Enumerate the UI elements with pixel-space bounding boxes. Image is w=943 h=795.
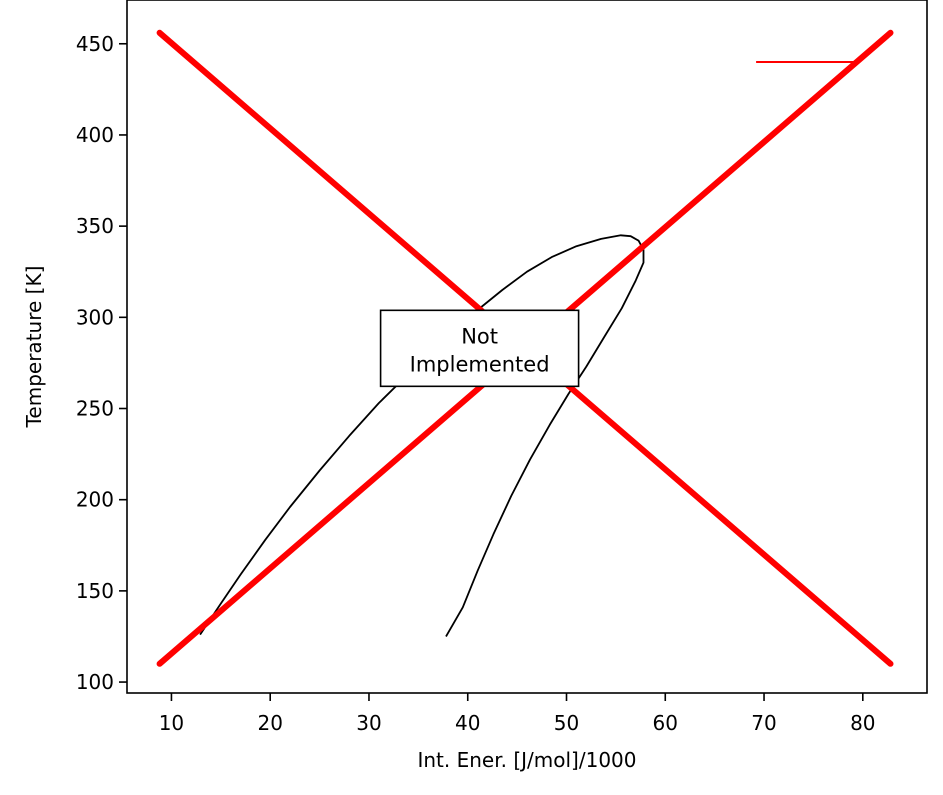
annotation-box (379, 309, 580, 388)
y-tick-label: 350 (76, 214, 114, 238)
y-tick-label: 250 (76, 397, 114, 421)
x-tick-label: 40 (455, 711, 480, 735)
x-tick-label: 30 (356, 711, 381, 735)
x-tick-label: 50 (554, 711, 579, 735)
phase-envelope-curve (199, 234, 645, 637)
y-tick-label: 450 (76, 32, 114, 56)
x-tick-label: 20 (257, 711, 282, 735)
x-axis-label: Int. Ener. [J/mol]/1000 (417, 748, 636, 772)
x-axis: 10 20 30 40 50 60 70 80 (159, 693, 876, 735)
y-tick-label: 300 (76, 305, 114, 329)
y-tick-label: 200 (76, 488, 114, 512)
annotation: Not Implemented (379, 309, 580, 388)
plot-frame (126, 0, 928, 694)
y-axis: 100 150 200 250 300 350 400 450 (76, 32, 127, 694)
x-tick-label: 80 (850, 711, 875, 735)
x-tick-label: 70 (751, 711, 776, 735)
x-tick-label: 60 (653, 711, 678, 735)
y-axis-label: Temperature [K] (22, 266, 46, 429)
y-tick-label: 150 (76, 579, 114, 603)
y-tick-label: 400 (76, 123, 114, 147)
annotation-line: Implemented (410, 352, 550, 376)
annotation-line: Not (461, 324, 498, 348)
y-tick-label: 100 (76, 670, 114, 694)
x-tick-label: 10 (159, 711, 184, 735)
